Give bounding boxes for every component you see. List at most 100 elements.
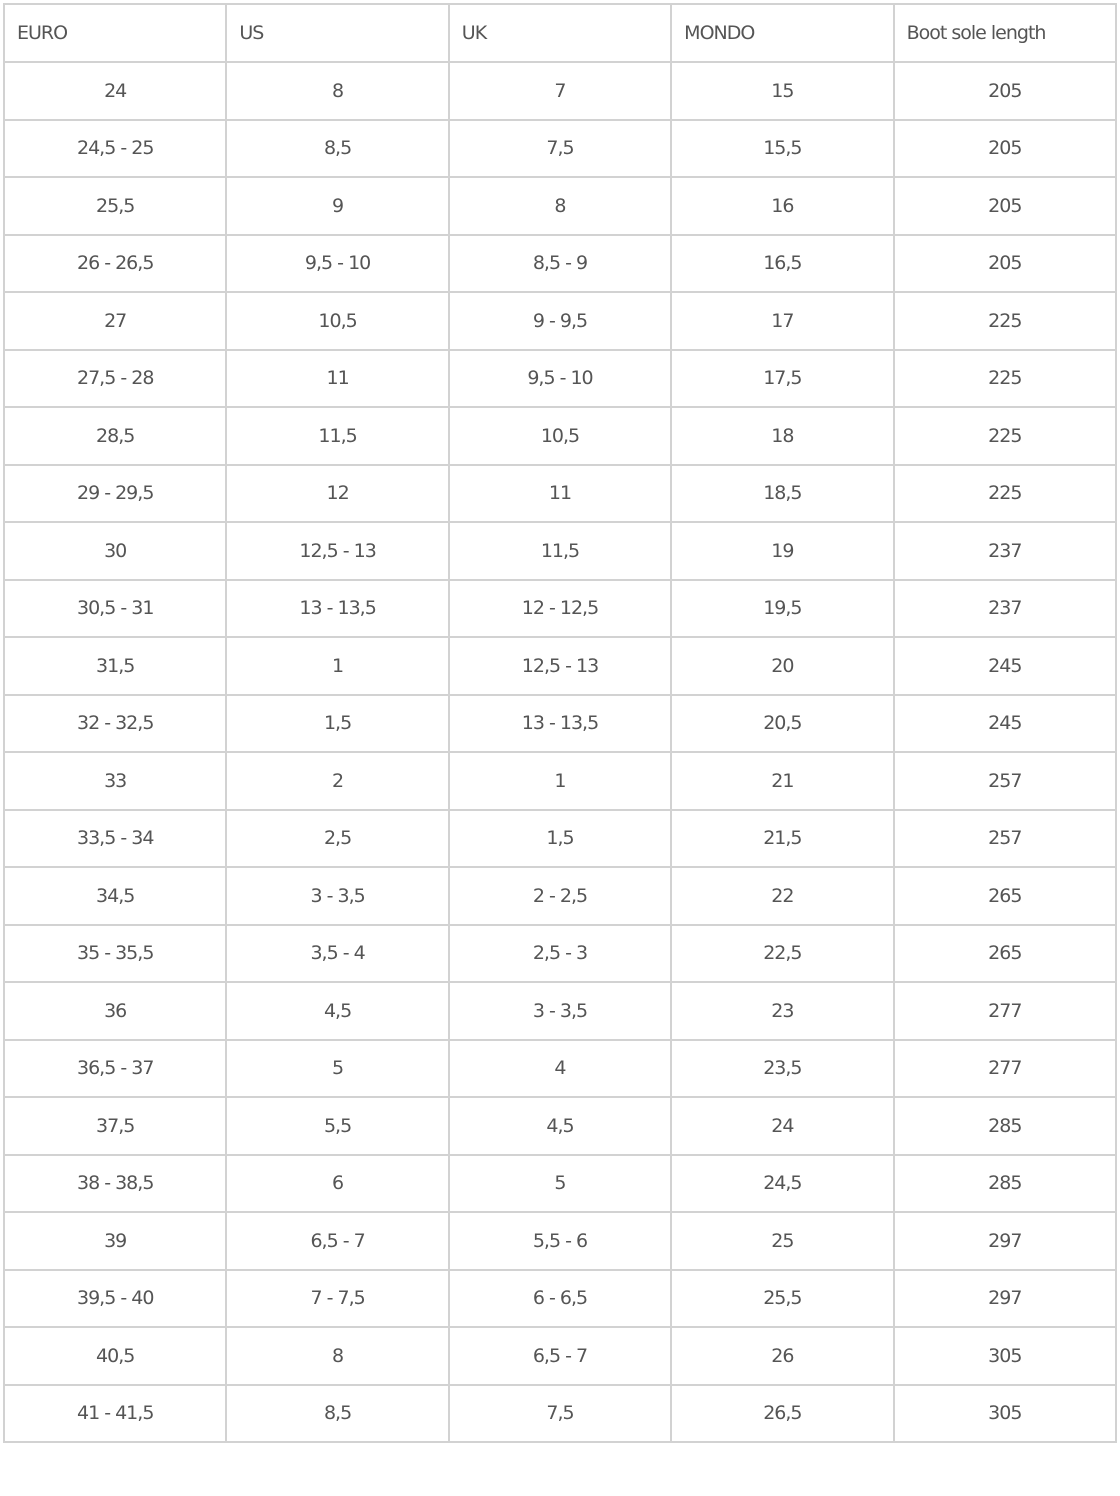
cell-us: 7 - 7,5 [225, 1268, 450, 1328]
cell-uk: 2,5 - 3 [447, 923, 673, 983]
cell-mondo: 26,5 [670, 1383, 895, 1443]
table-row: 37,5 5,5 4,5 24 285 [2, 1096, 1118, 1156]
cell-us: 1 [225, 636, 450, 696]
cell-mondo: 18,5 [670, 463, 895, 523]
table-row: 38 - 38,5 6 5 24,5 285 [2, 1153, 1118, 1213]
cell-euro: 24 [2, 61, 228, 121]
table-row: 36 4,5 3 - 3,5 23 277 [2, 981, 1118, 1041]
cell-uk: 7,5 [447, 1383, 673, 1443]
cell-boot-sole-length: 285 [892, 1096, 1118, 1156]
cell-euro: 37,5 [2, 1096, 228, 1156]
cell-euro: 36 [2, 981, 228, 1041]
cell-boot-sole-length: 305 [892, 1383, 1118, 1443]
table-row: 30,5 - 31 13 - 13,5 12 - 12,5 19,5 237 [2, 578, 1118, 638]
cell-us: 3 - 3,5 [225, 866, 450, 926]
cell-us: 9,5 - 10 [225, 233, 450, 293]
cell-boot-sole-length: 245 [892, 693, 1118, 753]
cell-us: 11,5 [225, 406, 450, 466]
cell-us: 5,5 [225, 1096, 450, 1156]
table-row: 34,5 3 - 3,5 2 - 2,5 22 265 [2, 866, 1118, 926]
cell-us: 4,5 [225, 981, 450, 1041]
table-row: 28,5 11,5 10,5 18 225 [2, 406, 1118, 466]
cell-uk: 4,5 [447, 1096, 673, 1156]
cell-uk: 5,5 - 6 [447, 1211, 673, 1271]
cell-us: 13 - 13,5 [225, 578, 450, 638]
cell-mondo: 16,5 [670, 233, 895, 293]
cell-euro: 30 [2, 521, 228, 581]
cell-boot-sole-length: 297 [892, 1268, 1118, 1328]
cell-euro: 34,5 [2, 866, 228, 926]
header-uk: UK [447, 3, 673, 63]
cell-us: 6,5 - 7 [225, 1211, 450, 1271]
cell-euro: 29 - 29,5 [2, 463, 228, 523]
cell-boot-sole-length: 225 [892, 463, 1118, 523]
cell-mondo: 16 [670, 176, 895, 236]
cell-uk: 1,5 [447, 808, 673, 868]
cell-boot-sole-length: 257 [892, 751, 1118, 811]
cell-uk: 6,5 - 7 [447, 1326, 673, 1386]
cell-us: 1,5 [225, 693, 450, 753]
cell-uk: 9 - 9,5 [447, 291, 673, 351]
cell-boot-sole-length: 277 [892, 981, 1118, 1041]
table-row: 39,5 - 40 7 - 7,5 6 - 6,5 25,5 297 [2, 1268, 1118, 1328]
table-row: 29 - 29,5 12 11 18,5 225 [2, 463, 1118, 523]
table-row: 25,5 9 8 16 205 [2, 176, 1118, 236]
cell-uk: 3 - 3,5 [447, 981, 673, 1041]
cell-boot-sole-length: 265 [892, 866, 1118, 926]
table-row: 33 2 1 21 257 [2, 751, 1118, 811]
cell-euro: 31,5 [2, 636, 228, 696]
cell-uk: 5 [447, 1153, 673, 1213]
header-euro: EURO [2, 3, 228, 63]
cell-us: 12 [225, 463, 450, 523]
cell-mondo: 26 [670, 1326, 895, 1386]
cell-uk: 6 - 6,5 [447, 1268, 673, 1328]
cell-mondo: 17,5 [670, 348, 895, 408]
cell-boot-sole-length: 297 [892, 1211, 1118, 1271]
cell-uk: 2 - 2,5 [447, 866, 673, 926]
table-row: 24 8 7 15 205 [2, 61, 1118, 121]
table-row: 36,5 - 37 5 4 23,5 277 [2, 1038, 1118, 1098]
header-us: US [225, 3, 450, 63]
cell-uk: 1 [447, 751, 673, 811]
cell-boot-sole-length: 237 [892, 578, 1118, 638]
cell-us: 8,5 [225, 1383, 450, 1443]
cell-euro: 30,5 - 31 [2, 578, 228, 638]
cell-boot-sole-length: 257 [892, 808, 1118, 868]
cell-mondo: 15 [670, 61, 895, 121]
cell-uk: 13 - 13,5 [447, 693, 673, 753]
cell-us: 2,5 [225, 808, 450, 868]
header-row: EURO US UK MONDO Boot sole length [2, 3, 1118, 63]
table-row: 35 - 35,5 3,5 - 4 2,5 - 3 22,5 265 [2, 923, 1118, 983]
cell-boot-sole-length: 205 [892, 118, 1118, 178]
cell-us: 5 [225, 1038, 450, 1098]
size-chart-table: EURO US UK MONDO Boot sole length 24 8 7 15 205 2… [2, 3, 1118, 1443]
cell-euro: 40,5 [2, 1326, 228, 1386]
cell-euro: 24,5 - 25 [2, 118, 228, 178]
table-row: 40,5 8 6,5 - 7 26 305 [2, 1326, 1118, 1386]
cell-mondo: 24,5 [670, 1153, 895, 1213]
cell-mondo: 23,5 [670, 1038, 895, 1098]
table-row: 30 12,5 - 13 11,5 19 237 [2, 521, 1118, 581]
table-row: 39 6,5 - 7 5,5 - 6 25 297 [2, 1211, 1118, 1271]
cell-boot-sole-length: 205 [892, 233, 1118, 293]
cell-mondo: 22 [670, 866, 895, 926]
table-row: 41 - 41,5 8,5 7,5 26,5 305 [2, 1383, 1118, 1443]
table-row: 27 10,5 9 - 9,5 17 225 [2, 291, 1118, 351]
cell-uk: 4 [447, 1038, 673, 1098]
cell-us: 6 [225, 1153, 450, 1213]
cell-mondo: 19 [670, 521, 895, 581]
cell-boot-sole-length: 205 [892, 176, 1118, 236]
cell-us: 2 [225, 751, 450, 811]
cell-euro: 28,5 [2, 406, 228, 466]
cell-uk: 7 [447, 61, 673, 121]
header-boot-sole-length: Boot sole length [892, 3, 1118, 63]
table-row: 26 - 26,5 9,5 - 10 8,5 - 9 16,5 205 [2, 233, 1118, 293]
cell-mondo: 24 [670, 1096, 895, 1156]
cell-mondo: 18 [670, 406, 895, 466]
cell-us: 8 [225, 1326, 450, 1386]
cell-mondo: 20 [670, 636, 895, 696]
cell-us: 3,5 - 4 [225, 923, 450, 983]
cell-us: 8 [225, 61, 450, 121]
cell-mondo: 20,5 [670, 693, 895, 753]
cell-boot-sole-length: 205 [892, 61, 1118, 121]
